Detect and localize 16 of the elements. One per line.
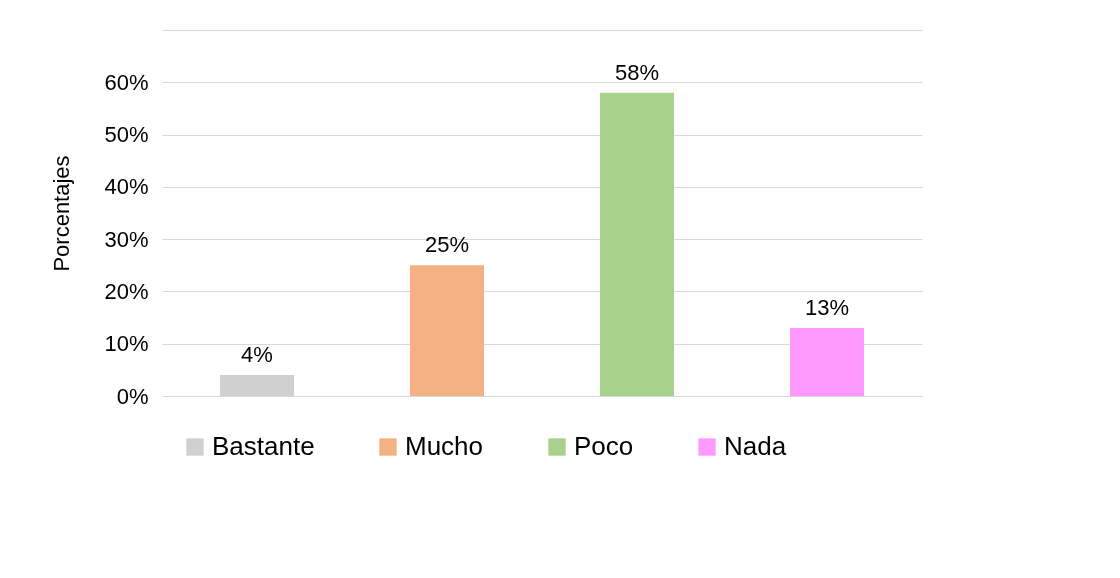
legend-label: Mucho bbox=[405, 431, 484, 461]
y-tick-label: 50% bbox=[104, 122, 149, 148]
legend-label: Bastante bbox=[212, 431, 315, 461]
legend-label: Poco bbox=[574, 431, 634, 461]
data-label: 13% bbox=[804, 295, 850, 321]
legend-label: Nada bbox=[724, 431, 787, 461]
data-label: 4% bbox=[241, 342, 273, 368]
y-axis-title: Porcentajes bbox=[49, 155, 75, 272]
y-tick-label: 10% bbox=[104, 331, 149, 357]
y-tick-label: 30% bbox=[104, 226, 149, 252]
data-label: 25% bbox=[424, 232, 470, 258]
y-tick-label: 40% bbox=[104, 174, 149, 200]
y-tick-label: 60% bbox=[104, 69, 149, 95]
y-tick-label: 0% bbox=[116, 383, 149, 409]
data-label: 58% bbox=[614, 59, 660, 85]
y-tick-label: 20% bbox=[104, 278, 149, 304]
